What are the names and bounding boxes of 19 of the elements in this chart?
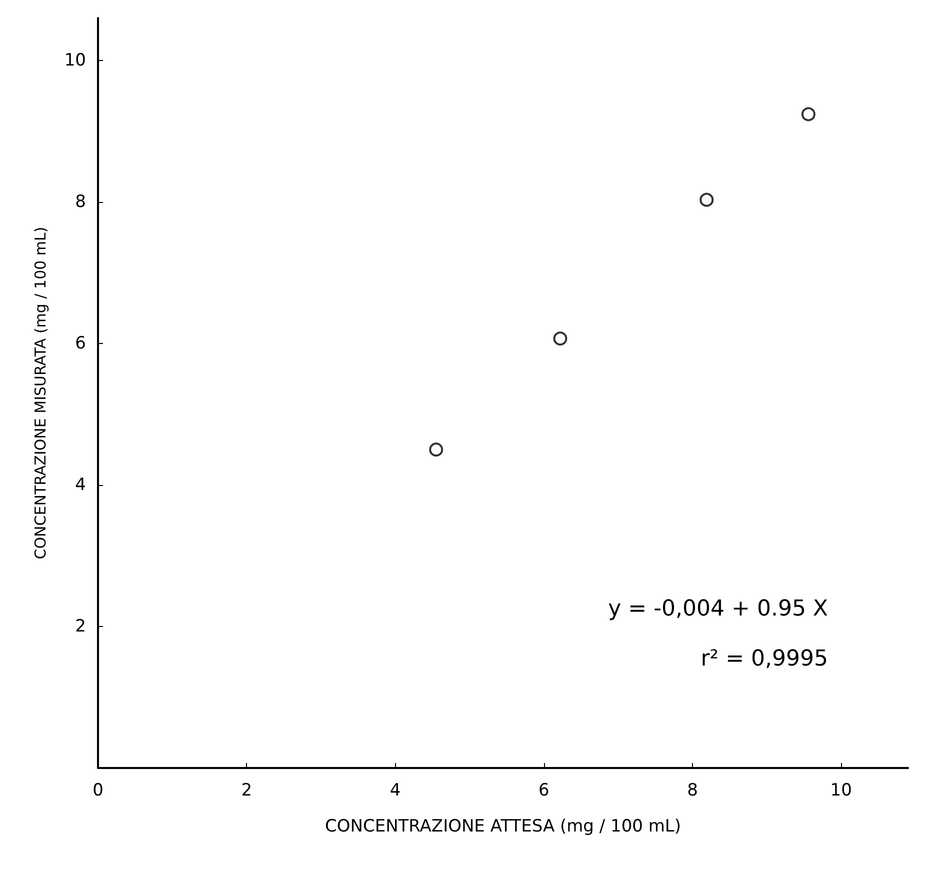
y-tick-label: 8 (75, 192, 86, 212)
y-axis-title: CONCENTRAZIONE MISURATA (mg / 100 mL) (32, 226, 50, 560)
point (801, 107, 816, 122)
annotation: r² = 0,9995 (700, 646, 828, 672)
point (429, 442, 444, 457)
x-tick-label: 2 (241, 780, 252, 800)
point (553, 332, 568, 346)
x-tick-label: 0 (92, 780, 104, 800)
x-axis-title: CONCENTRAZIONE ATTESA (mg / 100 mL) (324, 816, 682, 836)
point (700, 192, 714, 207)
x-tick-label: 4 (390, 780, 401, 800)
annotation: y = -0,004 + 0.95 X (608, 596, 828, 622)
y-tick-label: 4 (75, 474, 86, 495)
y-tick-label: 10 (64, 50, 86, 70)
x-tick-label: 10 (830, 780, 852, 800)
y-tick-label: 6 (75, 333, 86, 354)
x-tick-label: 6 (538, 780, 550, 800)
x-tick-label: 8 (687, 780, 698, 800)
y-tick-label: 2 (75, 616, 86, 636)
